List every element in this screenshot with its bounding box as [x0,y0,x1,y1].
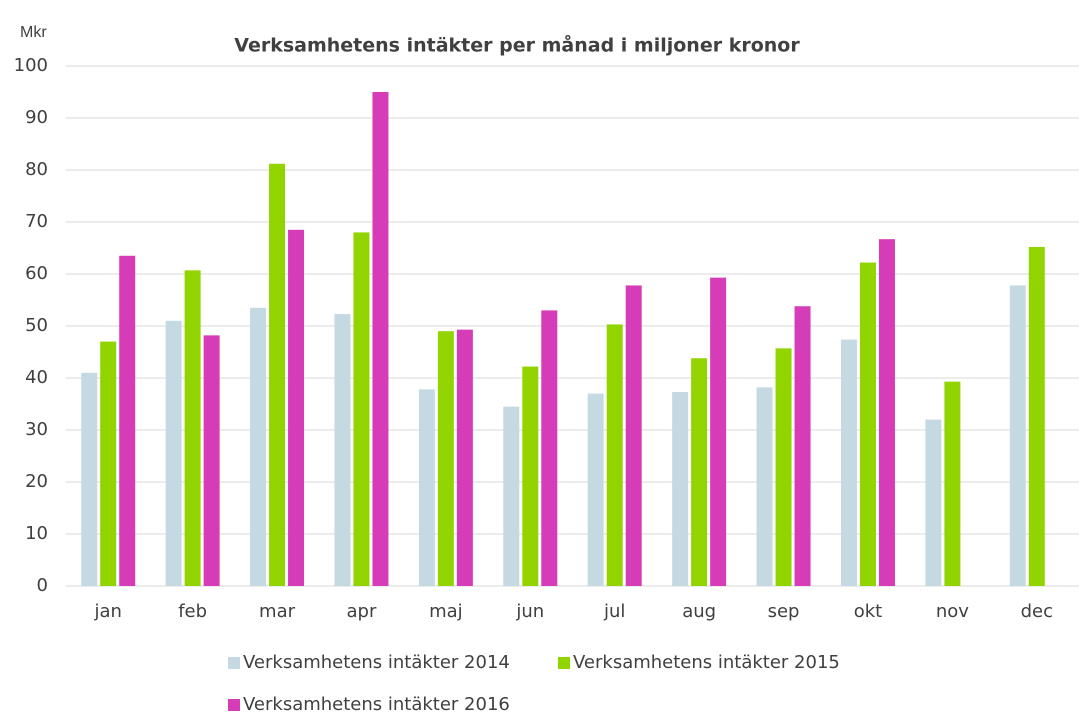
bar [944,381,961,586]
bar [288,229,305,587]
y-tick-label: 40 [25,367,48,388]
x-tick-label: dec [1021,601,1053,622]
bar [184,270,201,586]
x-tick-label: jan [93,601,121,622]
x-tick-label: nov [936,601,969,622]
x-tick-label: sep [768,601,800,622]
bar [269,163,286,586]
bar [672,392,689,586]
bar [756,387,773,586]
y-tick-label: 90 [25,107,48,128]
x-tick-label: jul [603,601,625,622]
bar [925,419,942,586]
bar [353,232,370,586]
legend-label: Verksamhetens intäkter 2014 [243,652,510,673]
legend-swatch [558,657,570,669]
x-tick-label: okt [854,601,883,622]
x-tick-label: feb [178,601,207,622]
y-tick-label: 50 [25,315,48,336]
bar [522,366,539,586]
x-tick-label: maj [429,601,463,622]
y-tick-label: 100 [14,55,48,76]
legend-label: Verksamhetens intäkter 2016 [243,694,510,713]
bar [691,358,708,586]
bar [587,393,604,586]
x-tick-label: apr [347,601,377,622]
bar [100,341,117,586]
y-tick-label: 0 [37,575,48,596]
bar [437,331,454,586]
bar [625,285,642,586]
bar [775,348,792,586]
legend-swatch [228,657,240,669]
y-axis-label: Mkr [20,24,47,41]
bar [794,306,811,586]
bar [1028,246,1045,586]
bar [372,92,389,586]
bar [418,389,435,586]
bar [334,314,351,586]
y-tick-label: 80 [25,159,48,180]
x-tick-label: aug [682,601,716,622]
legend-swatch [228,699,240,711]
y-tick-label: 30 [25,419,48,440]
bar [1009,285,1026,586]
chart-title: Verksamhetens intäkter per månad i miljo… [234,33,800,57]
bar [503,406,520,586]
bar [606,324,623,586]
bar [710,277,727,586]
bar [250,307,267,586]
bar [859,262,876,586]
bar [878,239,895,586]
bar [541,310,558,586]
legend-label: Verksamhetens intäkter 2015 [573,652,840,673]
bar [840,339,857,586]
bar [456,329,473,586]
bar [81,372,98,586]
bar [119,255,136,587]
y-tick-label: 20 [25,471,48,492]
bar [165,320,182,586]
x-tick-label: mar [259,601,296,622]
y-tick-label: 10 [25,523,48,544]
bar [203,335,220,586]
x-tick-label: jun [515,601,544,622]
y-tick-label: 70 [25,211,48,232]
y-tick-label: 60 [25,263,48,284]
